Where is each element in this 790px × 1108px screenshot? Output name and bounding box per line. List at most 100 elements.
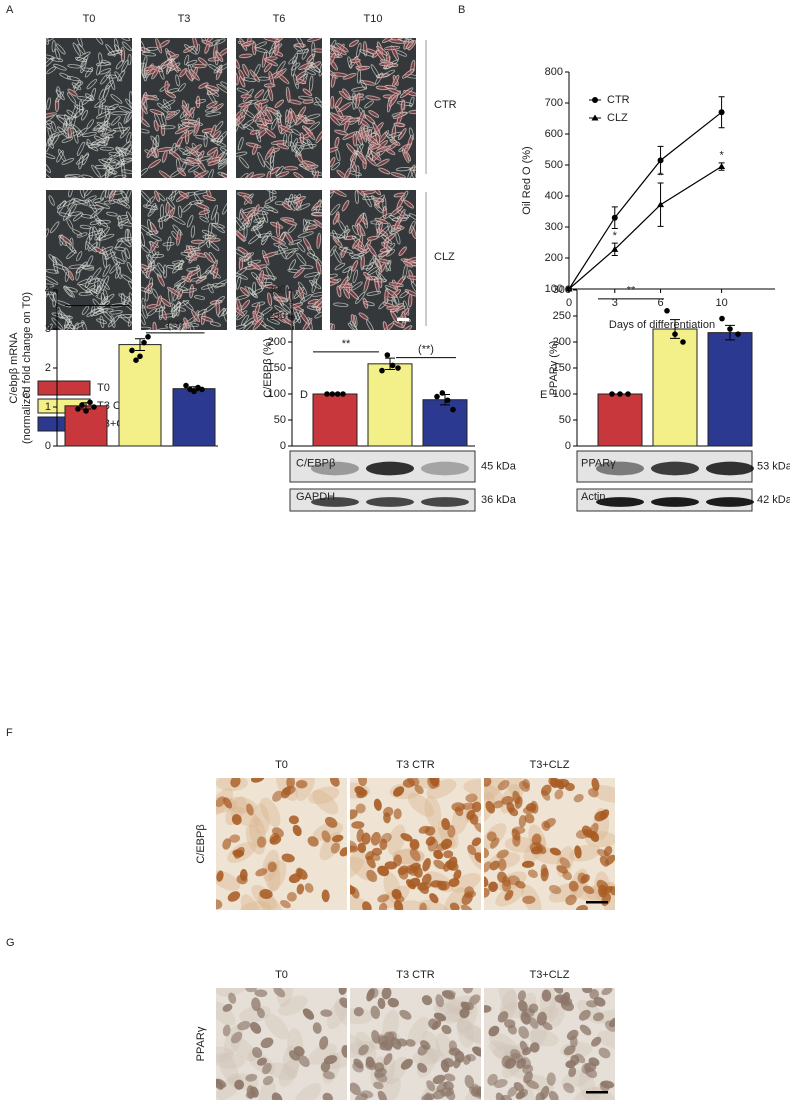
cell — [183, 45, 195, 54]
y-tick-label: 500 — [545, 159, 563, 171]
cell — [384, 132, 397, 144]
cell — [187, 249, 196, 258]
cell — [253, 204, 260, 216]
nucleus — [229, 834, 241, 843]
nucleus — [373, 798, 382, 811]
cell — [215, 300, 220, 316]
cell — [288, 56, 297, 65]
cell — [79, 190, 85, 199]
micrograph — [236, 190, 322, 330]
cell — [90, 87, 96, 102]
cell — [243, 224, 248, 239]
cell — [254, 89, 264, 99]
cell — [266, 317, 280, 325]
cell — [236, 87, 249, 94]
cell — [309, 75, 314, 92]
cell — [285, 197, 296, 211]
micrograph — [216, 778, 347, 910]
cell — [46, 275, 59, 285]
cell — [351, 260, 359, 272]
y-tick-label: 200 — [553, 336, 571, 348]
cell — [265, 147, 274, 159]
cell — [377, 158, 389, 167]
nucleus — [554, 994, 568, 1004]
cell — [304, 225, 318, 230]
significance-label: ** — [342, 338, 351, 350]
cell — [55, 89, 65, 101]
cell — [172, 260, 185, 265]
cell — [358, 312, 369, 320]
y-tick-label: 1 — [45, 401, 51, 413]
cell — [67, 211, 82, 217]
nucleus — [596, 879, 609, 892]
cell — [386, 288, 397, 298]
cell — [291, 128, 301, 136]
cell — [305, 113, 321, 120]
nucleus — [371, 847, 383, 856]
cell — [280, 125, 292, 133]
nucleus — [435, 994, 444, 1008]
nucleus — [391, 889, 402, 900]
cell — [355, 214, 364, 225]
micrograph — [330, 190, 416, 330]
cell — [155, 306, 166, 313]
data-point — [625, 391, 631, 397]
cell — [64, 175, 78, 178]
cell — [401, 325, 413, 330]
nucleus — [463, 890, 477, 899]
cell — [216, 83, 227, 94]
cytoplasm — [484, 778, 506, 800]
cell — [379, 131, 389, 142]
cell — [295, 115, 306, 125]
cell — [340, 115, 351, 126]
panel-letter: C — [22, 389, 30, 401]
cell — [80, 214, 93, 219]
cell — [366, 319, 374, 330]
nucleus — [377, 1090, 388, 1100]
cell — [284, 219, 296, 226]
cell — [354, 190, 359, 204]
cell — [340, 246, 348, 258]
cell — [76, 38, 83, 48]
cell — [376, 158, 390, 167]
cell — [265, 109, 273, 121]
cell — [48, 254, 58, 264]
cell — [141, 128, 150, 134]
cell — [161, 150, 168, 163]
cell — [379, 61, 394, 66]
cell — [363, 276, 370, 293]
cell — [206, 100, 218, 109]
cell — [165, 323, 178, 328]
cell — [55, 97, 60, 113]
cell — [161, 99, 176, 109]
cell — [194, 252, 207, 258]
cell — [160, 57, 176, 67]
cell — [285, 232, 294, 245]
cell — [250, 261, 261, 271]
cell — [331, 113, 343, 121]
cell — [220, 172, 227, 178]
nucleus — [474, 822, 481, 833]
cell — [181, 105, 191, 116]
nucleus — [507, 1086, 518, 1097]
cell — [251, 173, 264, 178]
cell — [293, 309, 304, 324]
nucleus — [432, 1089, 446, 1100]
y-axis-label: C/ebpβ mRNA — [8, 332, 20, 404]
cell — [147, 205, 158, 217]
cell — [101, 59, 112, 66]
cell — [253, 63, 261, 77]
cell — [404, 289, 416, 297]
nucleus — [377, 865, 390, 877]
cell — [277, 143, 289, 150]
cell — [157, 262, 166, 274]
cell — [153, 146, 160, 159]
cell — [316, 300, 322, 311]
cell — [398, 38, 415, 43]
data-point — [75, 406, 81, 412]
cell — [298, 286, 305, 299]
blot-band — [706, 461, 754, 476]
cell — [172, 302, 182, 312]
cell — [273, 242, 289, 250]
cell — [81, 174, 94, 178]
